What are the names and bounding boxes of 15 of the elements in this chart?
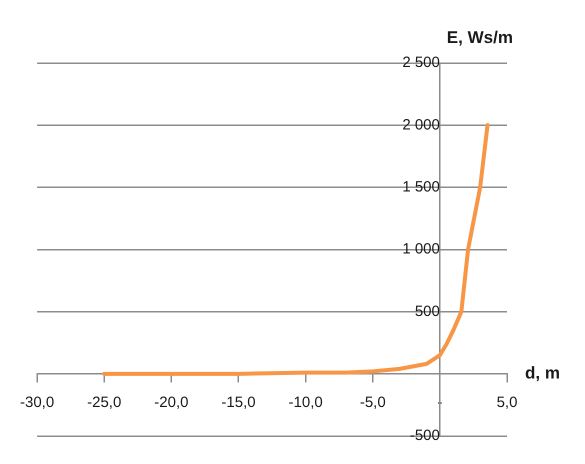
- x-tick-label: -25,0: [87, 394, 122, 411]
- x-tick-label: 5,0: [496, 394, 518, 411]
- y-tick-label: 500: [414, 302, 440, 320]
- y-tick-label: -500: [410, 427, 440, 444]
- y-axis-title: E, Ws/m: [446, 28, 513, 48]
- y-tick-label: 2 000: [402, 116, 440, 134]
- x-axis-title: d, m: [525, 364, 560, 383]
- x-tick-label: -20,0: [154, 394, 188, 411]
- y-tick-label: 1 000: [402, 240, 440, 258]
- x-tick-label: -15,0: [221, 394, 256, 411]
- x-tick-label: -5,0: [360, 394, 386, 411]
- y-tick-label: 2 500: [402, 54, 440, 72]
- y-tick-label: 1 500: [402, 178, 440, 196]
- x-tick-label: -30,0: [20, 394, 54, 411]
- x-tick-label: -10,0: [288, 394, 323, 411]
